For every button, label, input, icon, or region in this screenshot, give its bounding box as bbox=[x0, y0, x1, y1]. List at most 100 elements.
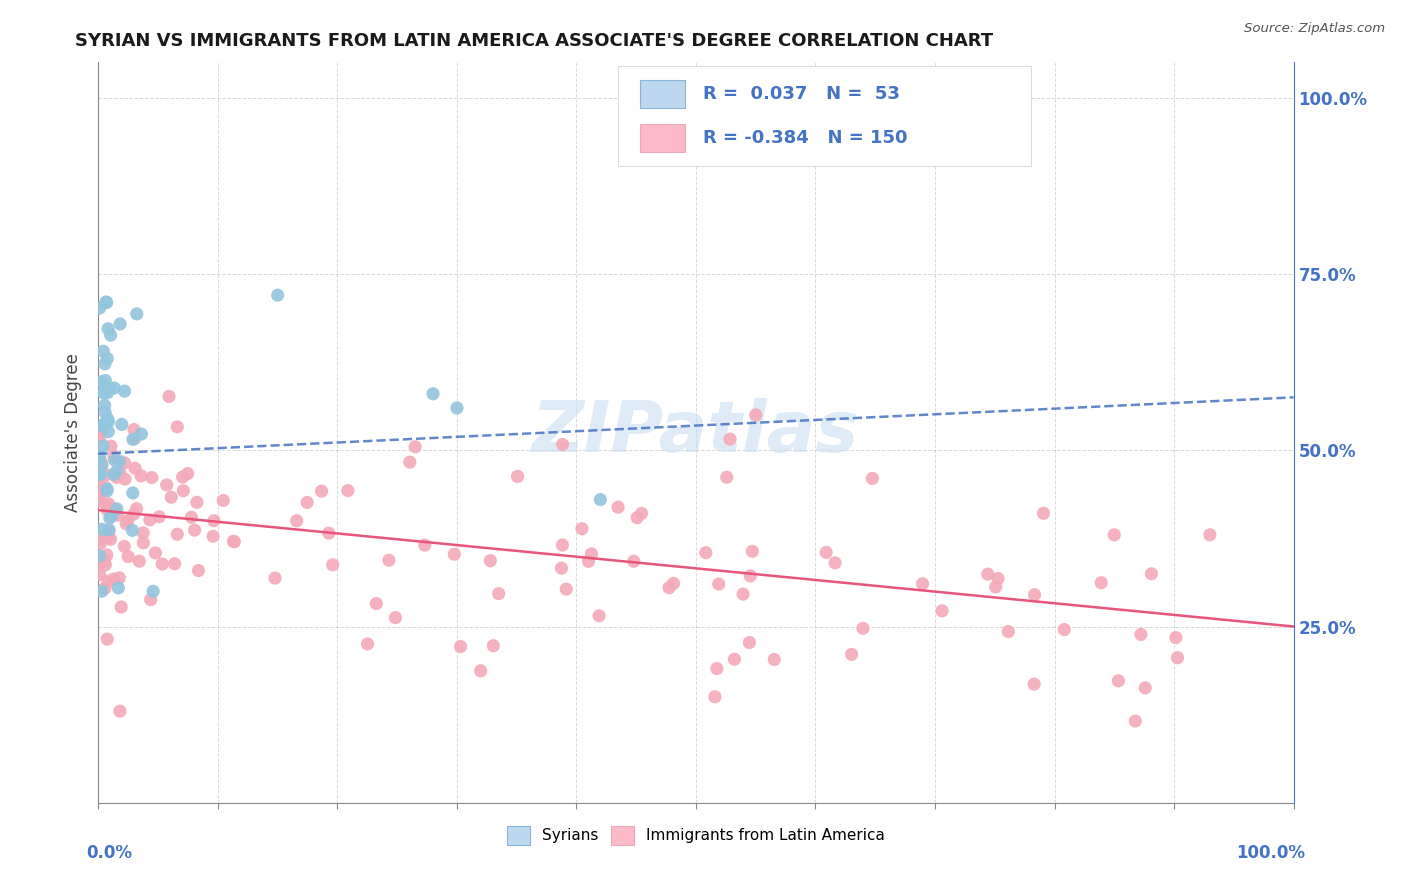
Legend: Syrians, Immigrants from Latin America: Syrians, Immigrants from Latin America bbox=[501, 820, 891, 851]
Point bbox=[94, 416, 117, 430]
Point bbox=[100, 439, 122, 453]
Point bbox=[488, 587, 510, 601]
Point bbox=[422, 387, 444, 401]
Point bbox=[180, 510, 202, 524]
Point bbox=[695, 546, 717, 560]
Point bbox=[93, 398, 115, 412]
Point bbox=[740, 569, 762, 583]
Point bbox=[103, 501, 125, 516]
Point bbox=[96, 385, 118, 400]
Text: 100.0%: 100.0% bbox=[1236, 844, 1306, 862]
Point bbox=[96, 483, 118, 498]
Point bbox=[745, 408, 768, 422]
Point bbox=[1024, 677, 1046, 691]
Point bbox=[97, 425, 120, 439]
Point bbox=[145, 546, 167, 560]
Point bbox=[318, 526, 340, 541]
Point bbox=[111, 417, 134, 432]
Point bbox=[108, 454, 131, 468]
Point bbox=[222, 534, 245, 549]
Point bbox=[100, 328, 122, 343]
Point bbox=[1024, 588, 1046, 602]
Point bbox=[93, 553, 115, 567]
Point bbox=[1140, 566, 1163, 581]
Point bbox=[860, 471, 883, 485]
Point bbox=[89, 482, 111, 496]
Point bbox=[738, 635, 761, 649]
Point bbox=[98, 511, 121, 525]
Point bbox=[404, 440, 426, 454]
Point bbox=[630, 507, 652, 521]
Text: ZIPatlas: ZIPatlas bbox=[533, 398, 859, 467]
Point bbox=[551, 538, 574, 552]
Point bbox=[578, 554, 600, 568]
Point bbox=[89, 472, 111, 486]
Point bbox=[658, 581, 681, 595]
Point bbox=[1129, 627, 1152, 641]
Point bbox=[97, 497, 120, 511]
Point bbox=[398, 455, 420, 469]
Point bbox=[114, 472, 136, 486]
Point bbox=[93, 386, 115, 401]
Point bbox=[89, 549, 111, 563]
Point bbox=[1090, 575, 1112, 590]
Point bbox=[703, 690, 725, 704]
Point bbox=[150, 557, 173, 571]
Point bbox=[110, 599, 132, 614]
Point bbox=[89, 301, 111, 315]
Point bbox=[1104, 528, 1126, 542]
Point bbox=[336, 483, 359, 498]
Point bbox=[741, 544, 763, 558]
Text: SYRIAN VS IMMIGRANTS FROM LATIN AMERICA ASSOCIATE'S DEGREE CORRELATION CHART: SYRIAN VS IMMIGRANTS FROM LATIN AMERICA … bbox=[75, 32, 993, 50]
Point bbox=[322, 558, 344, 572]
Point bbox=[1199, 528, 1222, 542]
Point bbox=[187, 564, 209, 578]
Point bbox=[264, 571, 287, 585]
Point bbox=[89, 567, 111, 582]
FancyBboxPatch shape bbox=[640, 124, 685, 153]
Point bbox=[91, 344, 114, 359]
Point bbox=[124, 432, 146, 446]
Point bbox=[581, 547, 603, 561]
Y-axis label: Associate's Degree: Associate's Degree bbox=[65, 353, 83, 512]
Point bbox=[108, 704, 131, 718]
Point bbox=[139, 513, 162, 527]
Point bbox=[89, 494, 111, 508]
Point bbox=[89, 467, 111, 481]
Point bbox=[114, 456, 136, 470]
Point bbox=[103, 572, 125, 586]
Point bbox=[89, 531, 111, 545]
Point bbox=[97, 524, 120, 538]
Point bbox=[91, 439, 114, 453]
Point bbox=[1135, 681, 1157, 695]
Point bbox=[89, 491, 111, 505]
Point bbox=[984, 580, 1007, 594]
Point bbox=[662, 576, 685, 591]
Point bbox=[450, 640, 472, 654]
Point bbox=[731, 587, 754, 601]
Point bbox=[555, 582, 578, 596]
Point bbox=[129, 468, 152, 483]
Point bbox=[571, 522, 593, 536]
Point bbox=[607, 500, 630, 515]
Point bbox=[96, 500, 118, 514]
Point bbox=[94, 558, 117, 572]
Point bbox=[94, 295, 117, 310]
Point bbox=[115, 516, 138, 531]
Point bbox=[551, 437, 574, 451]
Point bbox=[413, 538, 436, 552]
Point bbox=[98, 523, 121, 537]
Point bbox=[132, 525, 155, 540]
Point bbox=[107, 508, 129, 523]
Point bbox=[931, 604, 953, 618]
Point bbox=[94, 357, 117, 371]
Point bbox=[105, 464, 128, 478]
Point bbox=[89, 467, 111, 482]
Point bbox=[89, 432, 111, 446]
Point bbox=[122, 507, 145, 521]
Point bbox=[90, 425, 112, 439]
Point bbox=[97, 322, 120, 336]
Point bbox=[90, 536, 112, 550]
Point bbox=[96, 467, 118, 482]
Point bbox=[470, 664, 492, 678]
